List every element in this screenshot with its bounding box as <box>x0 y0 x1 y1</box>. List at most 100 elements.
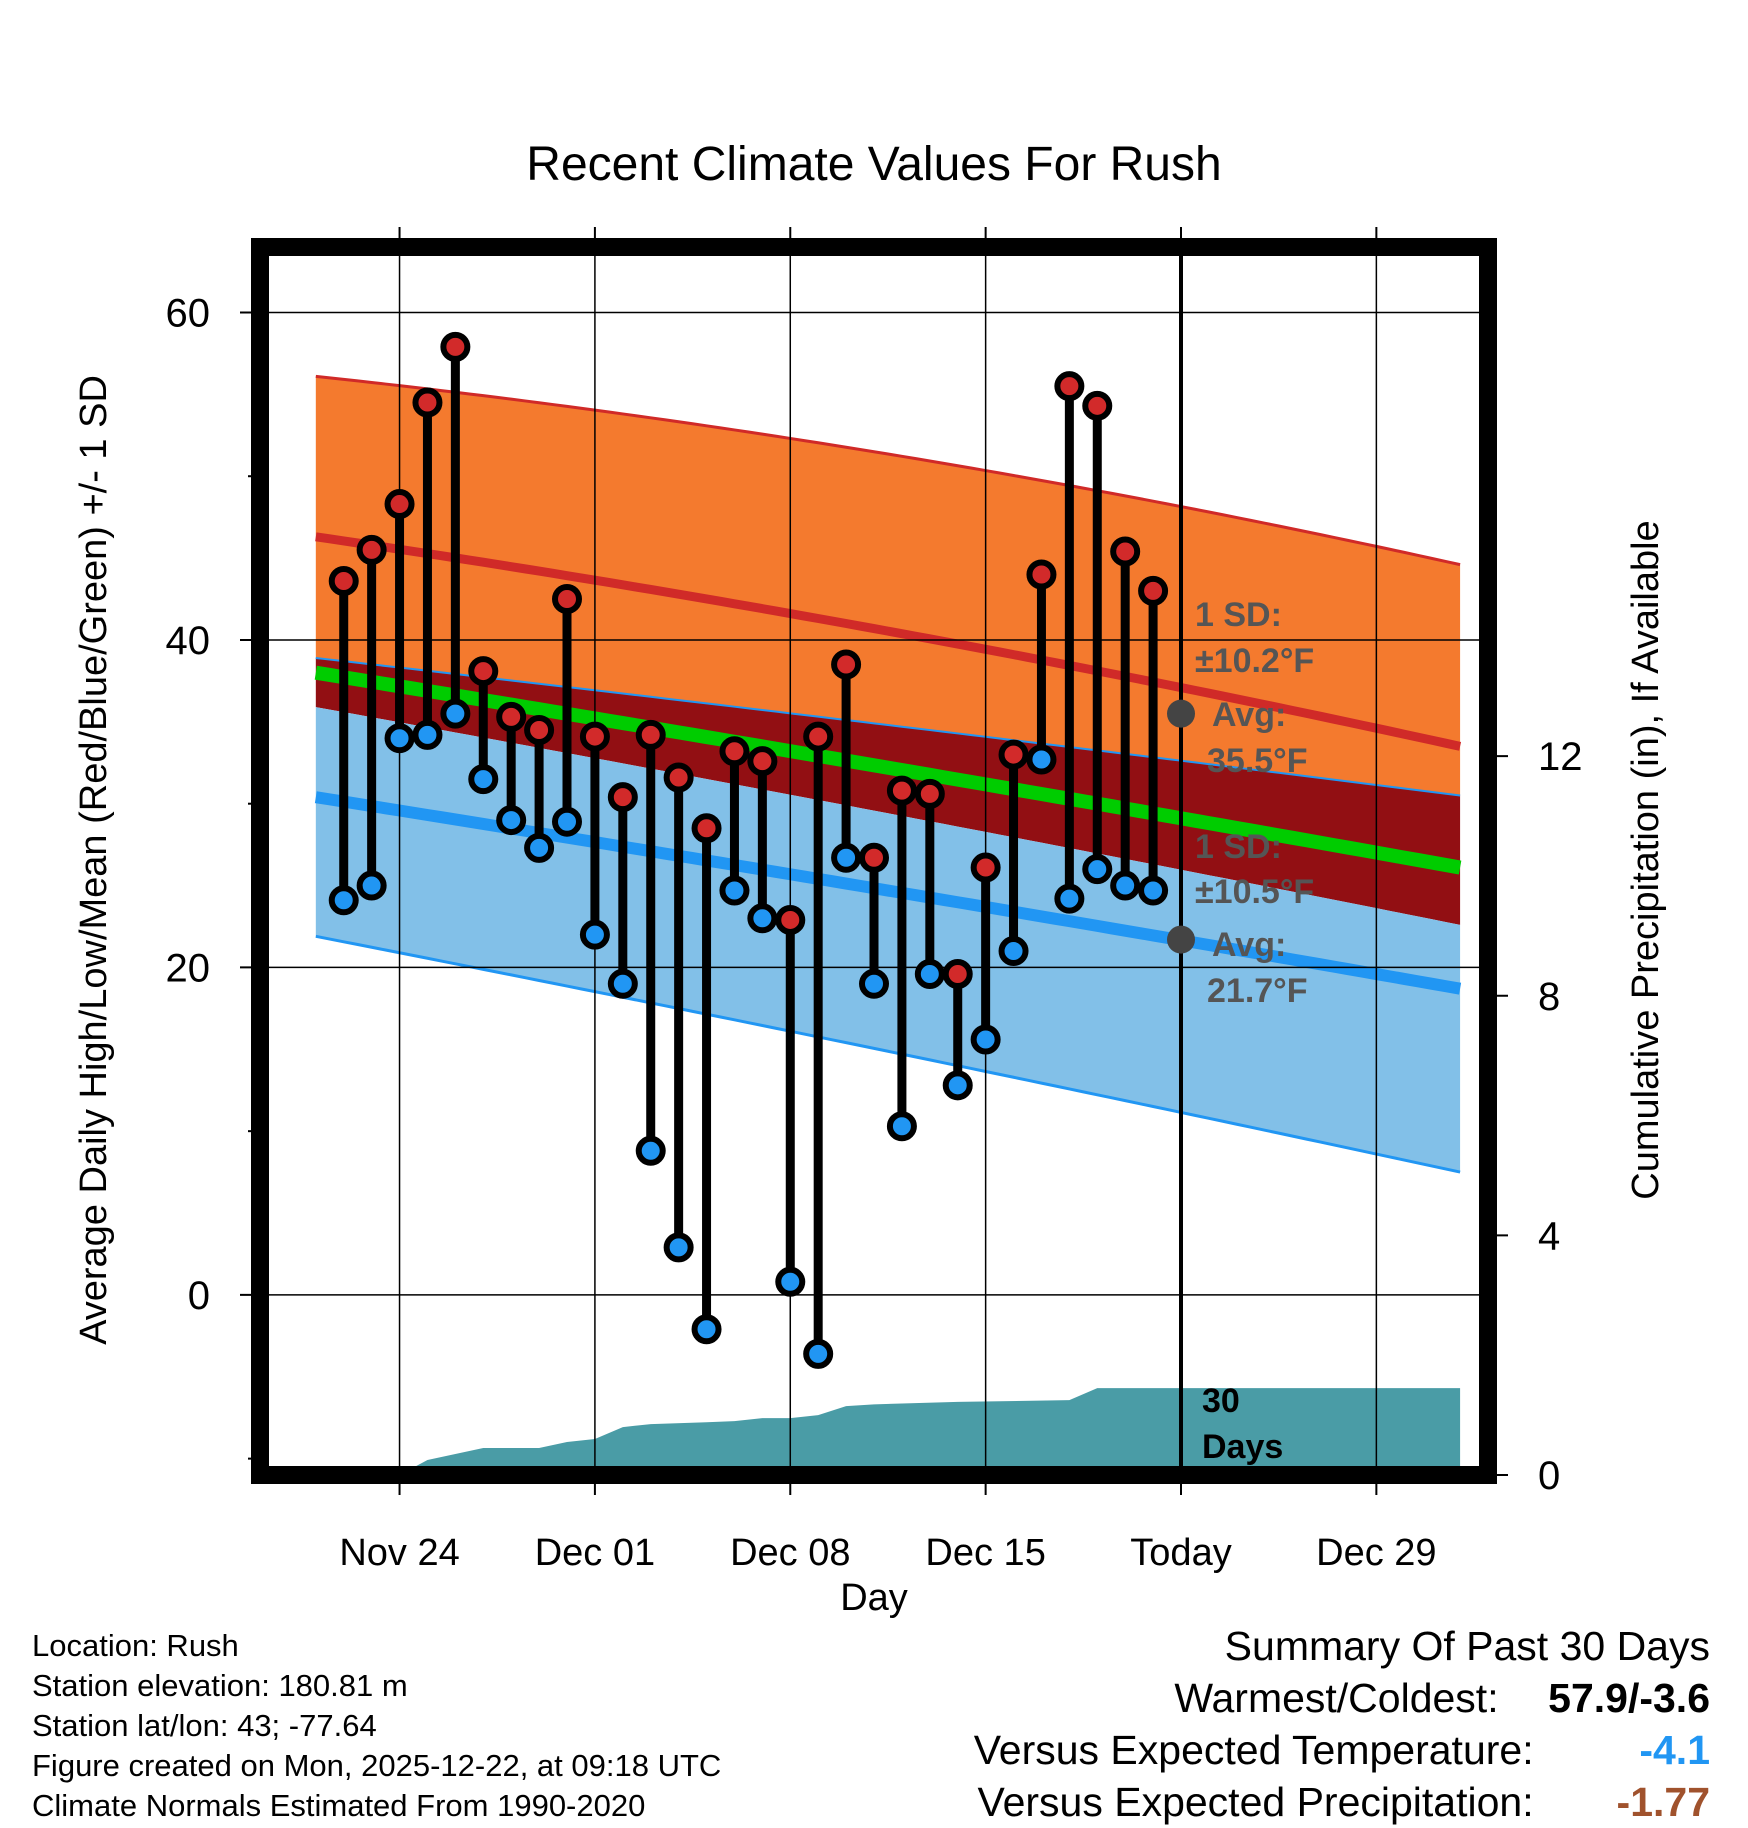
high-sd-value: ±10.2°F <box>1195 642 1314 680</box>
chart-title: Recent Climate Values For Rush <box>526 138 1221 191</box>
obs-low-point <box>1054 883 1085 914</box>
obs-high-point <box>635 719 666 750</box>
y-right-tick-label: 0 <box>1538 1454 1560 1498</box>
today-high-avg-marker <box>1167 699 1195 728</box>
period-label-count: 30 <box>1202 1382 1240 1420</box>
obs-low-point <box>914 958 945 989</box>
precip-label: Versus Expected Precipitation: <box>977 1779 1534 1825</box>
y-left-tick-label: 60 <box>166 291 211 335</box>
obs-low-point <box>356 870 387 901</box>
obs-high-point <box>775 904 806 935</box>
x-tick-label: Dec 15 <box>925 1532 1045 1574</box>
obs-high-point <box>942 958 973 989</box>
obs-low-point <box>998 936 1029 967</box>
obs-high-point <box>803 721 834 752</box>
temp-value: -4.1 <box>1639 1727 1710 1773</box>
obs-high-point <box>747 746 778 777</box>
obs-high-point <box>1026 559 1057 590</box>
obs-low-point <box>1082 854 1113 885</box>
obs-high-point <box>579 721 610 752</box>
x-tick-label: Today <box>1130 1532 1231 1574</box>
obs-high-point <box>886 775 917 806</box>
obs-low-point <box>1138 875 1169 906</box>
high-upper-line <box>315 374 1461 567</box>
obs-high-point <box>607 782 638 813</box>
obs-low-point <box>1110 870 1141 901</box>
obs-low-point <box>859 968 889 999</box>
station-info: Location: Rush Station elevation: 180.81… <box>32 1626 721 1826</box>
obs-low-point <box>803 1338 834 1369</box>
obs-high-point <box>552 584 582 615</box>
today-low-avg-marker <box>1167 925 1195 954</box>
low-sd-value: ±10.5°F <box>1195 873 1314 911</box>
obs-high-point <box>496 701 527 732</box>
obs-high-point <box>412 387 443 418</box>
obs-high-point <box>1110 536 1141 567</box>
obs-low-point <box>496 805 527 836</box>
obs-high-point <box>440 331 471 362</box>
obs-high-point <box>663 762 694 793</box>
obs-high-point <box>1138 575 1169 606</box>
obs-low-point <box>775 1266 806 1297</box>
high-mean-line <box>315 532 1462 751</box>
obs-low-point <box>579 919 610 950</box>
summary-panel: Summary Of Past 30 Days Warmest/Coldest:… <box>974 1620 1710 1828</box>
obs-low-point <box>607 968 638 999</box>
high-sd-label: 1 SD: <box>1195 596 1282 634</box>
obs-low-point <box>552 806 582 837</box>
y-right-tick-label: 8 <box>1538 975 1560 1019</box>
obs-low-point <box>384 723 415 754</box>
summary-temp: Versus Expected Temperature: -4.1 <box>974 1724 1710 1776</box>
y-left-tick-label: 20 <box>166 946 211 990</box>
y-axis-label-right: Cumulative Precipitation (in), If Availa… <box>1625 520 1667 1199</box>
created-text: Figure created on Mon, 2025-12-22, at 09… <box>32 1748 722 1783</box>
obs-high-point <box>831 649 862 680</box>
obs-high-point <box>356 534 387 565</box>
obs-low-point <box>691 1314 722 1345</box>
location-text: Location: Rush <box>32 1628 239 1663</box>
warm-cold-value: 57.9/-3.6 <box>1548 1675 1710 1721</box>
obs-high-point <box>1054 371 1085 402</box>
obs-low-point <box>412 719 443 750</box>
obs-low-point <box>747 903 778 934</box>
obs-high-point <box>914 778 945 809</box>
temp-label: Versus Expected Temperature: <box>973 1727 1534 1773</box>
elevation-text: Station elevation: 180.81 m <box>32 1668 408 1703</box>
obs-low-point <box>719 875 750 906</box>
precip-area <box>315 1388 1461 1475</box>
low-avg-label: Avg: <box>1212 926 1286 964</box>
summary-title: Summary Of Past 30 Days <box>1224 1623 1710 1669</box>
y-axis-label-left: Average Daily High/Low/Mean (Red/Blue/Gr… <box>73 375 115 1345</box>
obs-high-point <box>384 489 415 520</box>
x-tick-label: Dec 01 <box>535 1532 655 1574</box>
obs-high-point <box>328 566 359 597</box>
low-sd-band <box>315 707 1461 1173</box>
low-avg-value: 21.7°F <box>1207 972 1308 1010</box>
obs-low-point <box>635 1135 666 1166</box>
precip-value: -1.77 <box>1616 1779 1710 1825</box>
x-tick-label: Dec 08 <box>730 1532 850 1574</box>
obs-low-point <box>970 1024 1001 1055</box>
warm-cold-label: Warmest/Coldest: <box>1174 1675 1499 1721</box>
y-right-tick-label: 4 <box>1538 1214 1560 1258</box>
obs-high-point <box>524 715 555 746</box>
x-axis-label: Day <box>840 1577 908 1619</box>
obs-low-point <box>328 885 359 916</box>
obs-low-point <box>1026 744 1057 775</box>
y-left-tick-label: 0 <box>188 1274 210 1318</box>
obs-high-point <box>719 736 750 767</box>
obs-low-point <box>831 842 862 873</box>
obs-low-point <box>942 1070 973 1101</box>
obs-high-point <box>998 739 1029 770</box>
high-lower-line <box>315 656 1461 797</box>
obs-low-point <box>468 764 499 795</box>
axes: 0 20 40 60 0 4 8 12 Nov 24 Dec 01 Dec 08 Dec 15 Toda… <box>166 227 1583 1574</box>
low-lower-line <box>315 934 1461 1174</box>
x-tick-label: Dec 29 <box>1316 1532 1436 1574</box>
x-tick-label: Nov 24 <box>339 1532 459 1574</box>
obs-high-point <box>970 852 1001 883</box>
obs-high-point <box>468 656 499 687</box>
obs-high-point <box>859 842 889 873</box>
low-sd-label: 1 SD: <box>1195 828 1282 866</box>
